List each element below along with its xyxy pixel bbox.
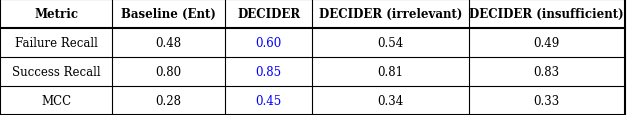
Text: 0.48: 0.48 bbox=[156, 37, 182, 50]
Text: 0.45: 0.45 bbox=[255, 94, 282, 107]
Text: 0.81: 0.81 bbox=[378, 65, 403, 78]
Text: 0.85: 0.85 bbox=[255, 65, 282, 78]
Text: 0.49: 0.49 bbox=[534, 37, 560, 50]
Text: DECIDER (insufficient): DECIDER (insufficient) bbox=[469, 8, 624, 21]
Text: 0.83: 0.83 bbox=[534, 65, 559, 78]
Text: 0.34: 0.34 bbox=[378, 94, 404, 107]
Text: Baseline (Ent): Baseline (Ent) bbox=[121, 8, 216, 21]
Text: 0.60: 0.60 bbox=[255, 37, 282, 50]
Text: Failure Recall: Failure Recall bbox=[15, 37, 98, 50]
Text: Metric: Metric bbox=[34, 8, 78, 21]
Text: MCC: MCC bbox=[41, 94, 71, 107]
Text: 0.28: 0.28 bbox=[156, 94, 182, 107]
Text: DECIDER (irrelevant): DECIDER (irrelevant) bbox=[319, 8, 462, 21]
Text: Success Recall: Success Recall bbox=[12, 65, 100, 78]
Text: 0.33: 0.33 bbox=[534, 94, 560, 107]
Text: 0.54: 0.54 bbox=[378, 37, 404, 50]
Text: 0.80: 0.80 bbox=[156, 65, 182, 78]
Text: DECIDER: DECIDER bbox=[237, 8, 300, 21]
